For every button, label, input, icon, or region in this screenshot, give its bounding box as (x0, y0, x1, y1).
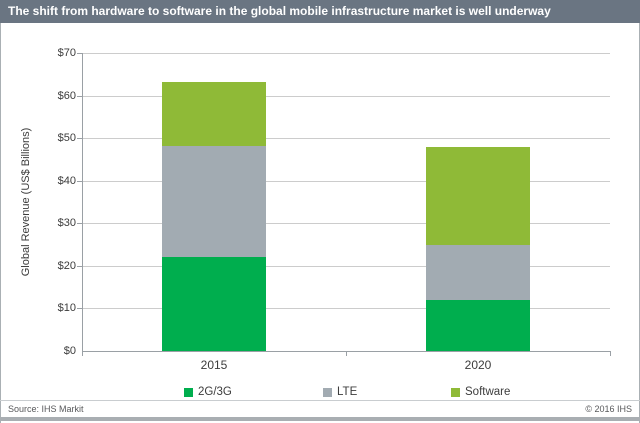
x-category-label: 2020 (464, 358, 492, 372)
x-axis-tick (82, 352, 83, 356)
gridline (83, 223, 610, 224)
gridline (83, 266, 610, 267)
y-axis-tick (77, 266, 82, 267)
x-axis-tick (346, 352, 347, 356)
y-axis-title: Global Revenue (US$ Billions) (20, 127, 32, 277)
y-axis-tick (77, 308, 82, 309)
bottom-bar (0, 417, 640, 421)
x-axis-tick (610, 352, 611, 356)
legend-swatch-icon (184, 387, 193, 397)
y-axis-tick (77, 96, 82, 97)
y-tick-label: $30 (57, 217, 76, 229)
y-axis-tick (77, 53, 82, 54)
chart-title: The shift from hardware to software in t… (8, 4, 551, 18)
gridline (83, 308, 610, 309)
y-axis-tick (77, 138, 82, 139)
bar-segment-2g-3g (162, 257, 266, 351)
legend-item-software: Software (451, 385, 510, 399)
legend-swatch-icon (451, 387, 460, 397)
gridline (83, 138, 610, 139)
gridline (83, 53, 610, 54)
y-tick-label: $50 (57, 132, 76, 144)
bar-segment-lte (162, 146, 266, 257)
source-label: Source: IHS Markit (8, 404, 84, 414)
legend-label: Software (465, 386, 511, 398)
left-border (0, 23, 1, 423)
bar-segment-2g-3g (426, 300, 530, 351)
copyright-label: © 2016 IHS (585, 404, 632, 414)
bar-segment-software (162, 82, 266, 146)
y-axis-tick (77, 181, 82, 182)
x-axis-line (82, 351, 611, 352)
x-category-label: 2015 (200, 358, 228, 372)
y-tick-label: $10 (57, 302, 76, 314)
y-tick-label: $70 (57, 47, 76, 59)
gridline (83, 96, 610, 97)
legend-label: LTE (337, 386, 358, 398)
y-tick-label: $40 (57, 175, 76, 187)
legend-label: 2G/3G (198, 386, 232, 398)
chart-title-bar: The shift from hardware to software in t… (0, 0, 640, 23)
y-axis-tick (77, 223, 82, 224)
y-axis-line (82, 53, 83, 352)
y-tick-label: $0 (63, 345, 76, 357)
y-tick-label: $20 (57, 260, 76, 272)
legend-item-2g-3g: 2G/3G (184, 385, 232, 399)
legend-swatch-icon (323, 387, 332, 397)
legend-item-lte: LTE (323, 385, 357, 399)
y-tick-label: $60 (57, 90, 76, 102)
gridline (83, 181, 610, 182)
bar-segment-lte (426, 245, 530, 300)
bar-segment-software (426, 147, 530, 245)
footer-divider (0, 400, 640, 401)
